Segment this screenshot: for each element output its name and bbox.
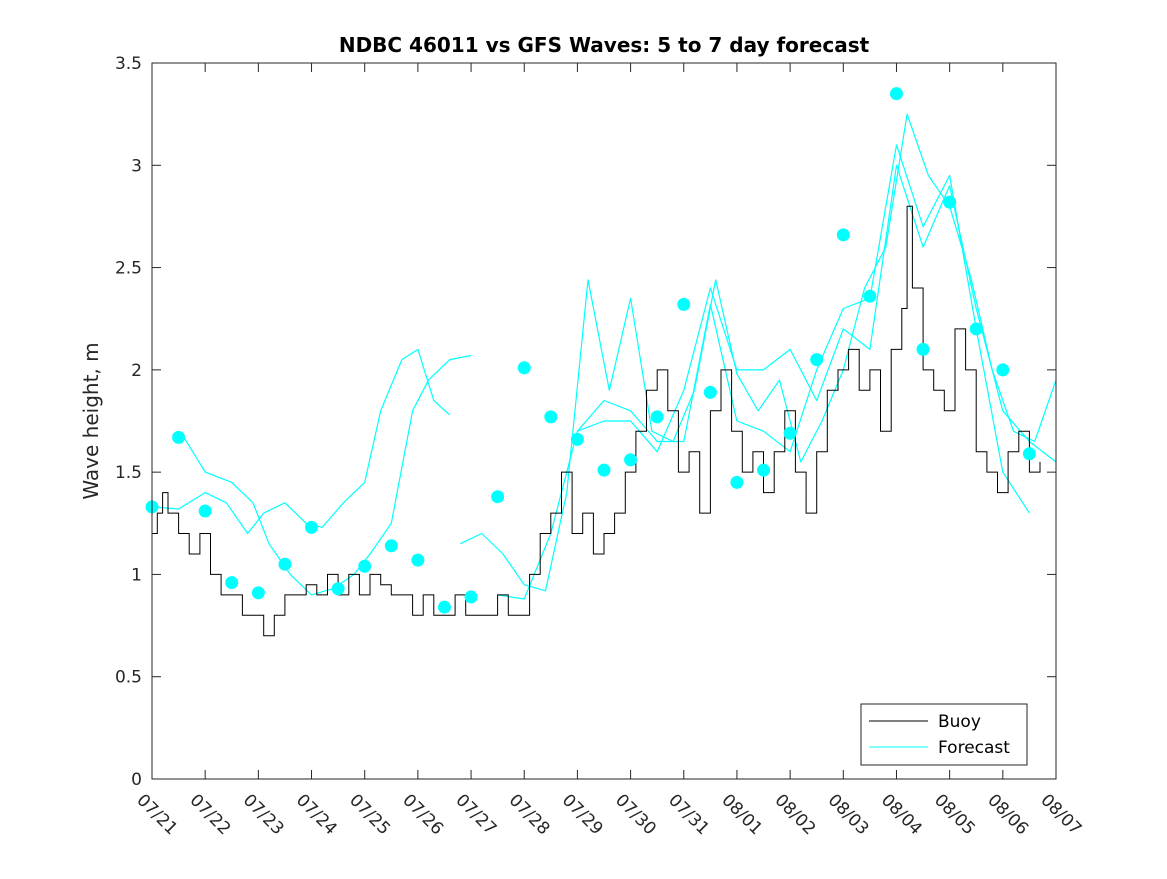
forecast-marker [889,87,903,101]
y-tick-label: 3.5 [115,54,142,74]
forecast-marker [597,463,611,477]
y-tick-label: 1 [131,565,142,585]
forecast-marker [916,342,930,356]
legend: Buoy Forecast [860,703,1028,766]
forecast-marker [544,410,558,424]
forecast-line [497,144,1030,600]
forecast-marker [650,410,664,424]
y-tick-label: 2 [131,361,142,381]
forecast-marker [198,504,212,518]
forecast-marker [1022,447,1036,461]
forecast-marker [969,322,983,336]
forecast-marker [703,385,717,399]
y-tick-label: 1.5 [115,463,142,483]
forecast-marker [278,557,292,571]
forecast-marker [437,600,451,614]
forecast-marker [491,490,505,504]
forecast-marker [783,426,797,440]
forecast-marker [358,559,372,573]
forecast-marker [677,297,691,311]
legend-buoy-label: Buoy [938,712,981,732]
y-tick-label: 0.5 [115,668,142,688]
y-tick-label: 3 [131,156,142,176]
forecast-marker [251,586,265,600]
forecast-marker [863,289,877,303]
forecast-line [460,113,1057,592]
legend-forecast-label: Forecast [938,738,1010,758]
forecast-marker [943,195,957,209]
y-tick-label: 0 [131,770,142,790]
forecast-line [577,164,1057,463]
legend-box [860,703,1028,766]
forecast-marker [624,453,638,467]
forecast-marker [836,228,850,242]
series-layer [151,113,1057,637]
y-axis-label: Wave height, m [79,342,103,499]
forecast-marker [172,430,186,444]
forecast-marker [757,463,771,477]
forecast-marker [517,361,531,375]
forecast-marker [411,553,425,567]
forecast-marker [384,539,398,553]
chart-title: NDBC 46011 vs GFS Waves: 5 to 7 day fore… [339,33,870,57]
forecast-marker [464,590,478,604]
forecast-marker [331,582,345,596]
axes-box [151,62,1057,780]
forecast-marker [996,363,1010,377]
forecast-marker [570,432,584,446]
forecast-marker [225,576,239,590]
forecast-marker [730,475,744,489]
forecast-marker [810,353,824,367]
marker-layer [145,87,1036,614]
forecast-marker [305,520,319,534]
y-tick-label: 2.5 [115,259,142,279]
buoy-line [152,205,1041,637]
